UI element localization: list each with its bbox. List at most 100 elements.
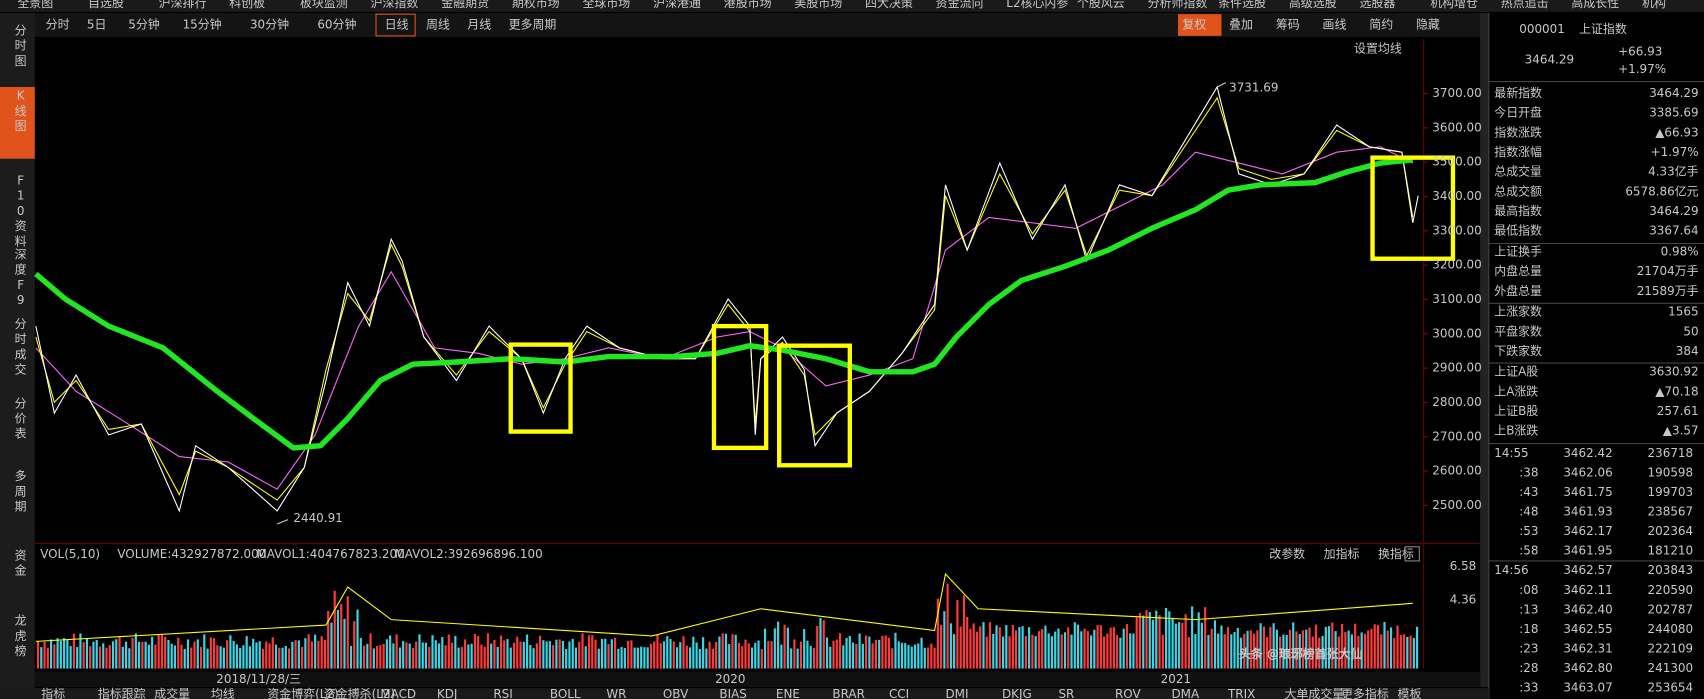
indicator-tab[interactable]: DMA (1172, 687, 1200, 699)
indicator-tab[interactable]: SR (1058, 687, 1074, 699)
period-tab[interactable]: 30分钟 (250, 17, 289, 32)
menu-item[interactable]: 金融期货 (441, 0, 489, 10)
volume-bar (1181, 622, 1184, 669)
menu-item[interactable]: 个股风云 (1077, 0, 1125, 10)
menu-item[interactable]: 港股市场 (724, 0, 772, 10)
indicator-tab[interactable]: WR (606, 687, 626, 699)
tool-button[interactable]: 隐藏 (1416, 18, 1440, 32)
tool-button[interactable]: 叠加 (1229, 18, 1253, 32)
sidebar-tab[interactable]: K 线图 (15, 88, 27, 132)
indicator-tab[interactable]: 更多指标 (1341, 686, 1389, 699)
indicator-tab[interactable]: KDJ (437, 687, 458, 699)
menu-item[interactable]: 高级选股 (1289, 0, 1337, 10)
quote-value: 4.33亿手 (1648, 164, 1699, 179)
volume-bar (1080, 631, 1083, 669)
menu-item[interactable]: L2核心内参 (1006, 0, 1068, 10)
period-tab[interactable]: 周线 (426, 18, 450, 32)
indicator-tab[interactable]: 指标 (41, 686, 65, 699)
tool-button[interactable]: 筹码 (1276, 18, 1300, 32)
indicator-tab[interactable]: 模板 (1398, 687, 1422, 699)
tool-button[interactable]: 复权 (1182, 18, 1206, 32)
sidebar-tab[interactable]: 分价表 (15, 396, 27, 440)
sidebar-tab[interactable]: 分时成交 (15, 316, 27, 376)
indicator-button[interactable]: 加指标 (1324, 546, 1360, 561)
menu-item[interactable]: 期权市场 (512, 0, 560, 10)
period-tab[interactable]: 更多周期 (509, 18, 557, 32)
volume-bar (434, 640, 437, 669)
volume-bar (121, 646, 124, 669)
menu-item[interactable]: 沪深指数 (371, 0, 419, 10)
sidebar-tab[interactable]: 分时图 (15, 23, 27, 67)
indicator-tab[interactable]: OBV (663, 687, 689, 699)
indicator-tab[interactable]: TRIX (1227, 687, 1255, 699)
menu-item[interactable]: 机构增仓 (1430, 0, 1478, 10)
trade-price: 3461.75 (1563, 485, 1612, 499)
menu-item[interactable]: 自选股 (88, 0, 124, 10)
volume-bar (232, 640, 235, 669)
indicator-tab[interactable]: 均线 (211, 687, 235, 699)
trade-time: :23 (1519, 641, 1538, 655)
menu-item[interactable]: 美股市场 (794, 0, 842, 10)
indicator-tab[interactable]: ROV (1115, 687, 1141, 699)
menu-item[interactable]: 条件选股 (1218, 0, 1266, 10)
menu-item[interactable]: 四大决策 (865, 0, 913, 10)
volume-bar (614, 637, 617, 669)
indicator-tab[interactable]: MACD (380, 687, 416, 699)
menu-item[interactable]: 资金流向 (936, 0, 984, 10)
menu-item[interactable]: 科创板 (229, 0, 265, 10)
menu-item[interactable]: 机构 (1642, 0, 1666, 10)
volume-bar (852, 642, 855, 669)
indicator-tab[interactable]: 资金博弈(L2) (267, 686, 338, 699)
settings-link[interactable]: 设置均线 (1354, 41, 1402, 55)
indicator-tab[interactable]: DMI (945, 687, 968, 699)
indicator-tab[interactable]: 指标跟踪 (98, 686, 146, 699)
indicator-tab[interactable]: ENE (776, 687, 800, 699)
tool-button[interactable]: 简约 (1369, 17, 1393, 32)
volume-bar (1285, 634, 1288, 669)
menu-item[interactable]: 板块监测 (300, 0, 348, 10)
volume-bar (998, 627, 1001, 669)
close-button[interactable] (1404, 546, 1420, 562)
sidebar-tab[interactable]: F 1 0 资料 (15, 173, 27, 248)
indicator-tab[interactable]: CCI (889, 687, 909, 699)
sidebar-tab[interactable]: 深度 F 9 (15, 247, 27, 307)
sidebar-tab[interactable]: 资金 (15, 548, 27, 577)
period-tab[interactable]: 15分钟 (183, 17, 222, 32)
indicator-button[interactable]: 改参数 (1269, 546, 1305, 561)
tool-button[interactable]: 画线 (1323, 18, 1347, 32)
menu-item[interactable]: 全景图 (17, 0, 53, 10)
sidebar-tab[interactable]: 龙虎榜 (15, 613, 27, 657)
menu-item[interactable]: 高成长性 (1571, 0, 1619, 10)
indicator-tab[interactable]: BOLL (550, 687, 581, 699)
menu-item[interactable]: 热点追击 (1501, 0, 1549, 10)
volume-bar (493, 639, 496, 669)
period-tab[interactable]: 分时 (46, 18, 70, 32)
indicator-tab[interactable]: 资金搏杀(L2) (324, 686, 395, 699)
menu-item[interactable]: 分析师指数 (1148, 0, 1208, 10)
menu-item[interactable]: 全球市场 (582, 0, 630, 10)
menu-item[interactable]: 沪深港通 (653, 0, 701, 10)
menu-item[interactable]: 选股器 (1360, 0, 1396, 10)
indicator-tab[interactable]: 成交量 (154, 686, 190, 699)
indicator-tab[interactable]: BRAR (832, 687, 864, 699)
indicator-tab[interactable]: 大单成交量 (1285, 686, 1345, 699)
period-tab[interactable]: 日线 (385, 18, 409, 32)
indicator-tab[interactable]: RSI (493, 687, 512, 699)
period-tab[interactable]: 5分钟 (128, 17, 160, 32)
volume-bar (362, 645, 366, 669)
indicator-button[interactable]: 换指标 (1378, 546, 1414, 561)
volume-bar (1236, 628, 1239, 669)
indicator-tab[interactable]: DKJG (1002, 687, 1032, 699)
period-tab[interactable]: 5日 (87, 18, 107, 32)
period-tab[interactable]: 月线 (467, 18, 491, 32)
indicator-tab[interactable]: BIAS (719, 687, 746, 699)
volume-bar (692, 636, 695, 669)
volume-bar (1269, 627, 1272, 669)
y-tick-label: 3100.00 (1432, 292, 1481, 306)
volume-bar (832, 640, 835, 669)
sidebar-tab[interactable]: 多周期 (15, 469, 27, 513)
quote-value: 6578.86亿元 (1625, 183, 1698, 198)
volume-bar (369, 633, 372, 669)
menu-item[interactable]: 沪深排行 (159, 0, 207, 10)
period-tab[interactable]: 60分钟 (317, 17, 356, 32)
